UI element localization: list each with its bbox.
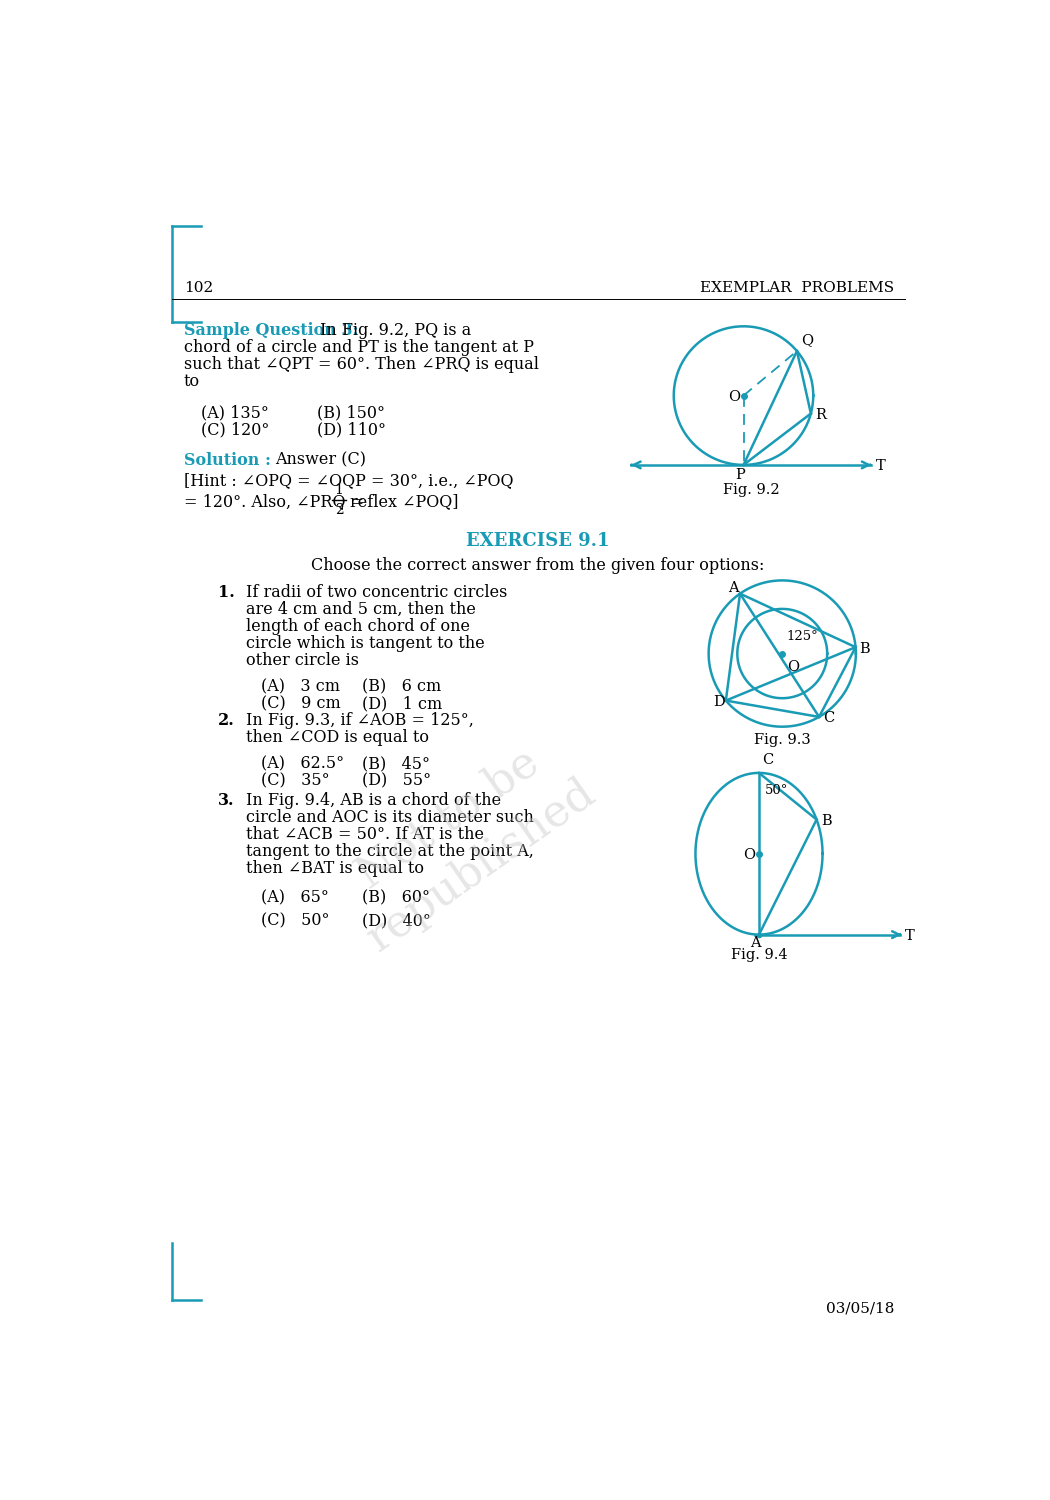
Text: T: T <box>905 928 915 944</box>
Text: 50°: 50° <box>765 784 789 798</box>
Text: 03/05/18: 03/05/18 <box>826 1300 895 1316</box>
Text: other circle is: other circle is <box>246 652 359 669</box>
Text: = 120°. Also, ∠PRQ =: = 120°. Also, ∠PRQ = <box>184 494 364 510</box>
Text: (C)   9 cm: (C) 9 cm <box>261 694 341 712</box>
Text: (D)   1 cm: (D) 1 cm <box>362 694 442 712</box>
Text: Solution :: Solution : <box>184 452 271 470</box>
Text: circle which is tangent to the: circle which is tangent to the <box>246 634 485 652</box>
Text: that ∠ACB = 50°. If AT is the: that ∠ACB = 50°. If AT is the <box>246 827 484 843</box>
Text: Answer (C): Answer (C) <box>275 452 366 470</box>
Text: reflex ∠POQ]: reflex ∠POQ] <box>350 494 458 510</box>
Text: 3.: 3. <box>218 792 234 808</box>
Text: then ∠COD is equal to: then ∠COD is equal to <box>246 729 429 746</box>
Text: D: D <box>713 694 726 709</box>
Text: (B) 150°: (B) 150° <box>317 404 385 422</box>
Text: EXERCISE 9.1: EXERCISE 9.1 <box>466 532 610 550</box>
Text: Choose the correct answer from the given four options:: Choose the correct answer from the given… <box>312 556 764 573</box>
Text: A: A <box>728 580 738 596</box>
Text: If radii of two concentric circles: If radii of two concentric circles <box>246 585 507 602</box>
Text: (C)   35°: (C) 35° <box>261 772 330 789</box>
Text: are 4 cm and 5 cm, then the: are 4 cm and 5 cm, then the <box>246 602 476 618</box>
Text: B: B <box>821 815 832 828</box>
Text: (A)   62.5°: (A) 62.5° <box>261 754 344 772</box>
Text: (A)   65°: (A) 65° <box>261 890 330 906</box>
Text: such that ∠QPT = 60°. Then ∠PRQ is equal: such that ∠QPT = 60°. Then ∠PRQ is equal <box>184 357 539 374</box>
Text: (A) 135°: (A) 135° <box>201 404 269 422</box>
Text: then ∠BAT is equal to: then ∠BAT is equal to <box>246 859 424 877</box>
Text: (D)   40°: (D) 40° <box>362 912 432 930</box>
Text: 2.: 2. <box>218 712 235 729</box>
Text: chord of a circle and PT is the tangent at P: chord of a circle and PT is the tangent … <box>184 339 534 357</box>
Text: to: to <box>184 374 201 390</box>
Text: EXEMPLAR  PROBLEMS: EXEMPLAR PROBLEMS <box>700 280 895 296</box>
Text: O: O <box>728 390 740 404</box>
Text: P: P <box>735 468 744 482</box>
Text: (C)   50°: (C) 50° <box>261 912 330 930</box>
Text: Fig. 9.4: Fig. 9.4 <box>731 948 788 962</box>
Text: length of each chord of one: length of each chord of one <box>246 618 470 634</box>
Text: 1: 1 <box>335 483 343 496</box>
Text: 125°: 125° <box>786 630 818 642</box>
Text: Sample Question 3:: Sample Question 3: <box>184 322 358 339</box>
Text: B: B <box>860 642 870 656</box>
Text: (B)   6 cm: (B) 6 cm <box>362 678 441 694</box>
Text: 2: 2 <box>335 503 343 518</box>
Text: In Fig. 9.3, if ∠AOB = 125°,: In Fig. 9.3, if ∠AOB = 125°, <box>246 712 474 729</box>
Text: C: C <box>762 753 774 766</box>
Text: Fig. 9.2: Fig. 9.2 <box>723 483 779 496</box>
Text: 1.: 1. <box>218 585 235 602</box>
Text: T: T <box>876 459 886 474</box>
Text: Not to be
republished: Not to be republished <box>326 724 603 960</box>
Text: (D) 110°: (D) 110° <box>317 422 386 438</box>
Text: C: C <box>823 711 834 726</box>
Text: In Fig. 9.4, AB is a chord of the: In Fig. 9.4, AB is a chord of the <box>246 792 501 808</box>
Text: (D)   55°: (D) 55° <box>362 772 432 789</box>
Text: In Fig. 9.2, PQ is a: In Fig. 9.2, PQ is a <box>319 322 470 339</box>
Text: (B)   45°: (B) 45° <box>362 754 430 772</box>
Text: (C) 120°: (C) 120° <box>201 422 270 438</box>
Text: tangent to the circle at the point A,: tangent to the circle at the point A, <box>246 843 533 860</box>
Text: O: O <box>743 849 756 862</box>
Text: (B)   60°: (B) 60° <box>362 890 430 906</box>
Text: 102: 102 <box>184 280 213 296</box>
Text: (A)   3 cm: (A) 3 cm <box>261 678 340 694</box>
Text: circle and AOC is its diameter such: circle and AOC is its diameter such <box>246 808 533 826</box>
Text: R: R <box>816 408 826 422</box>
Text: [Hint : ∠OPQ = ∠OQP = 30°, i.e., ∠POQ: [Hint : ∠OPQ = ∠OQP = 30°, i.e., ∠POQ <box>184 472 513 489</box>
Text: Fig. 9.3: Fig. 9.3 <box>754 732 811 747</box>
Text: O: O <box>786 660 799 674</box>
Text: Q: Q <box>801 333 813 346</box>
Text: A: A <box>750 936 760 950</box>
